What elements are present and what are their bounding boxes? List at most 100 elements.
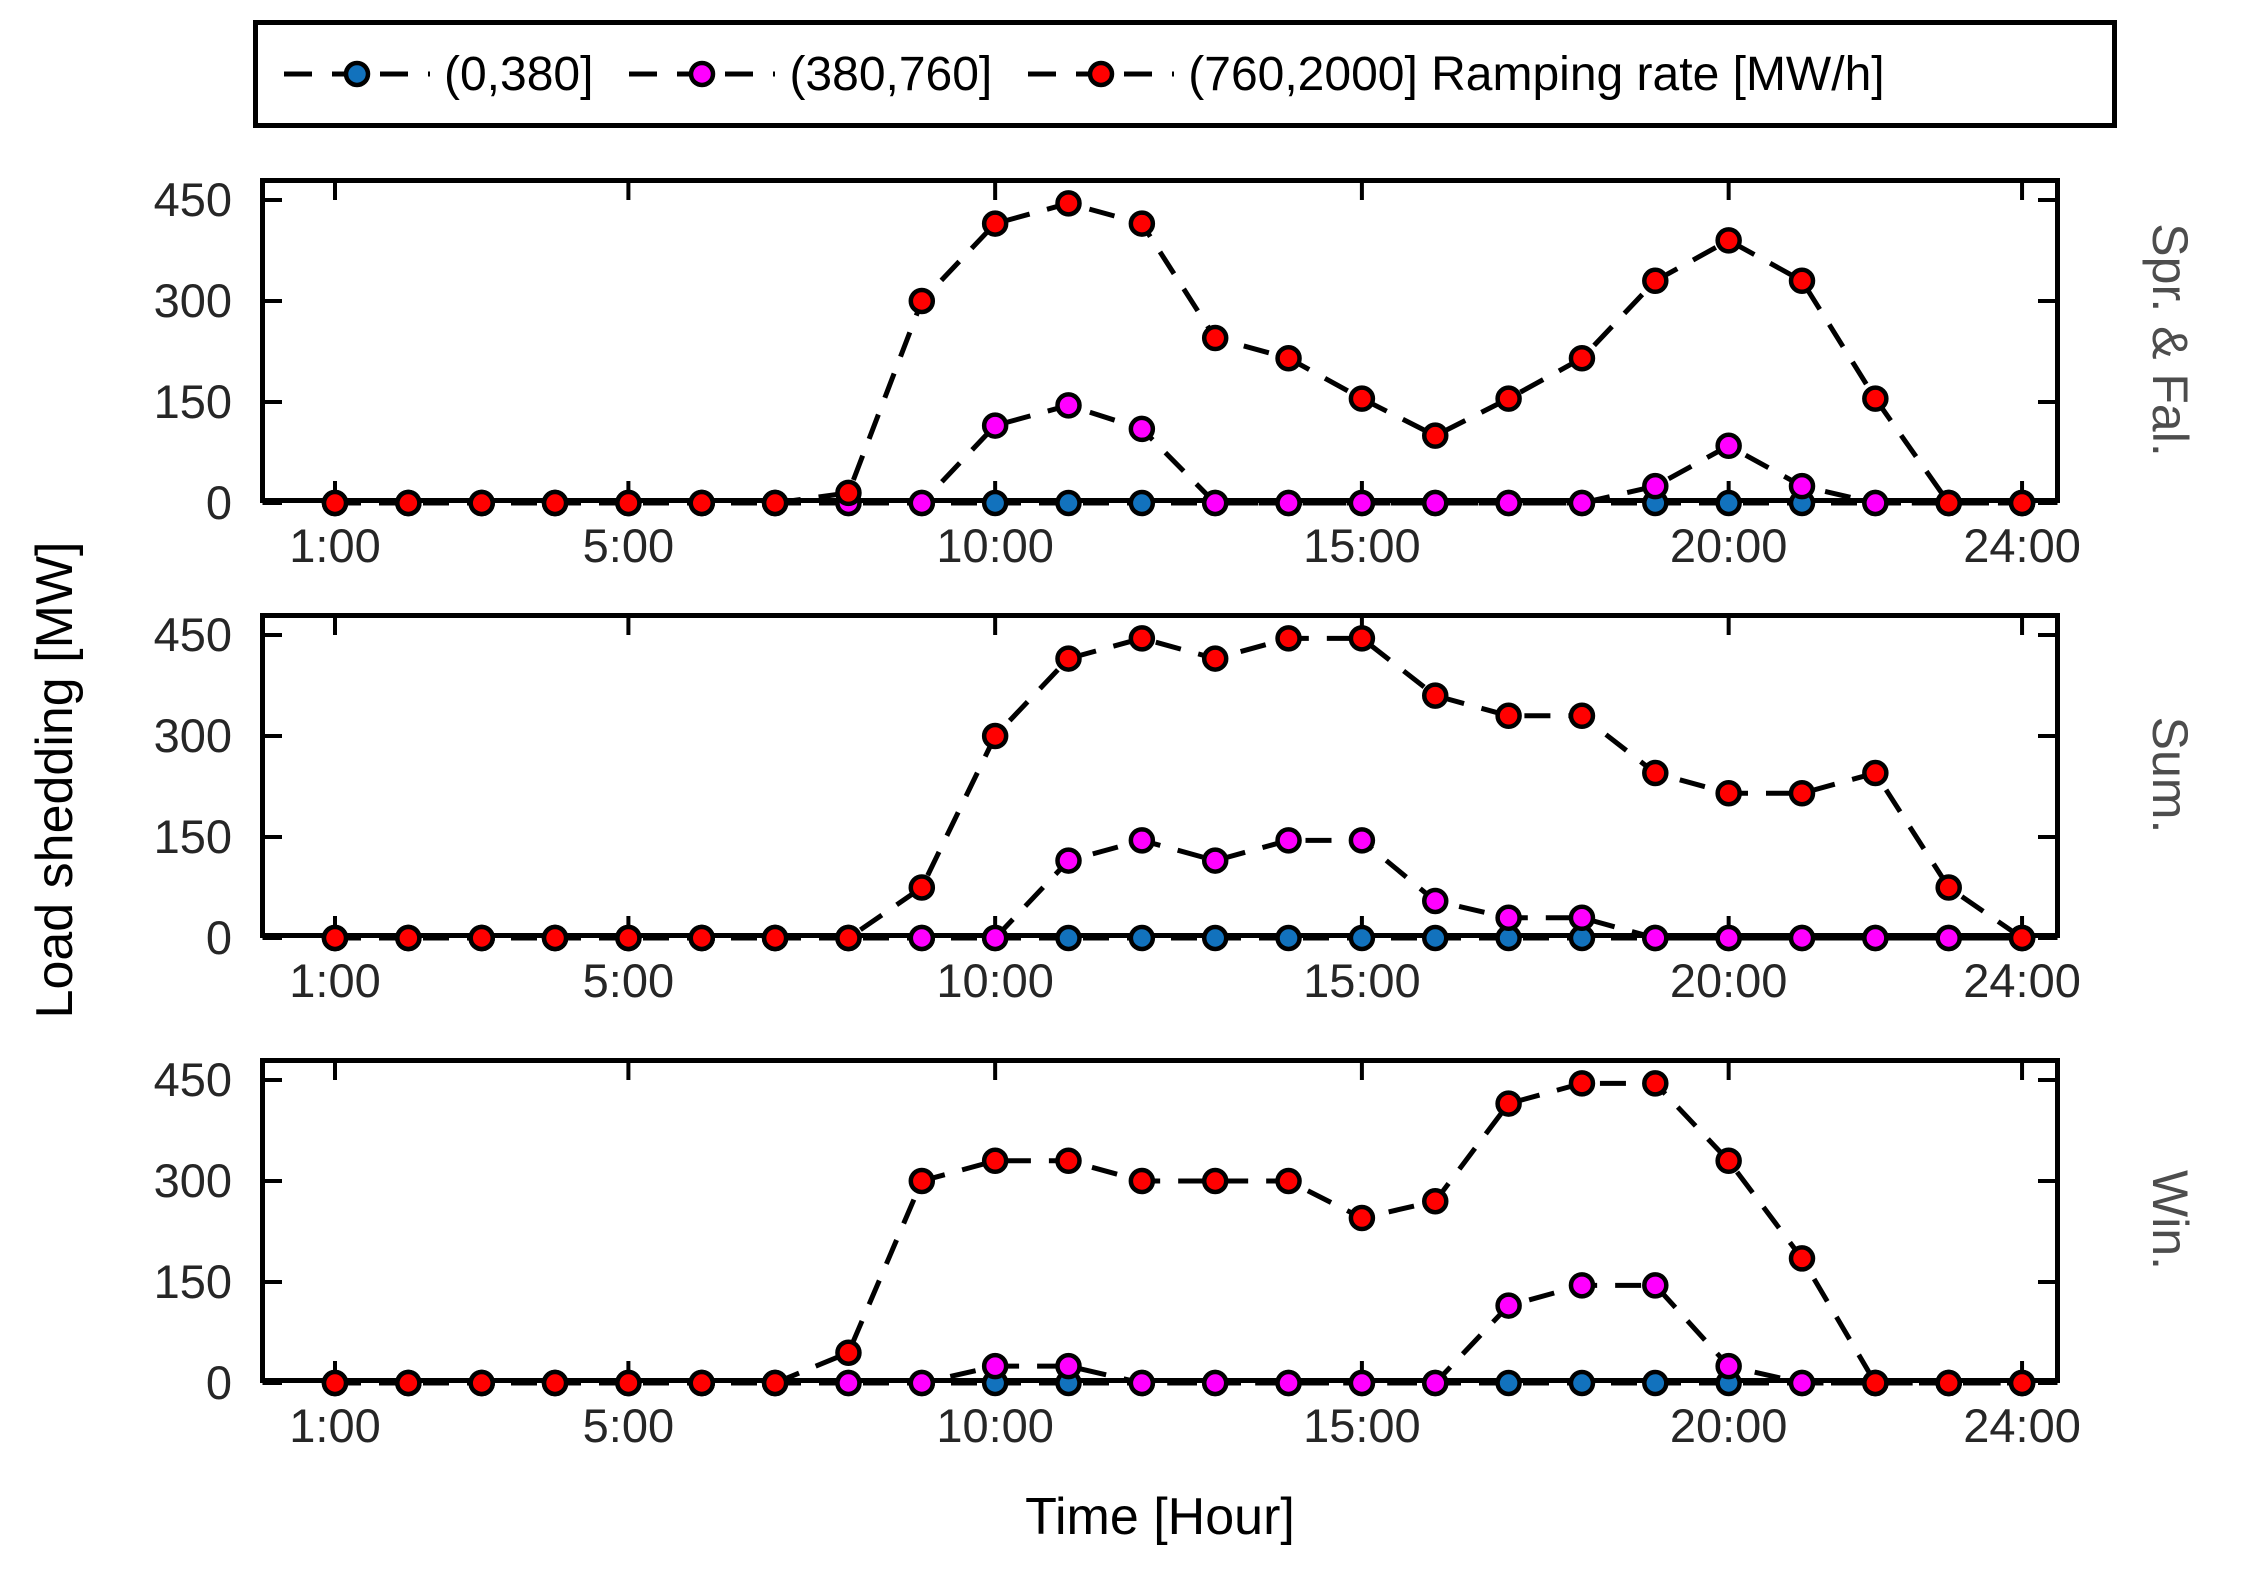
- data-point-marker: [1422, 1187, 1449, 1215]
- x-tick-label: 24:00: [1963, 1399, 2081, 1452]
- data-point-marker: [761, 489, 789, 517]
- data-point-marker: [321, 1369, 349, 1397]
- y-tick-label: 300: [153, 274, 232, 327]
- data-point-marker: [321, 489, 349, 517]
- data-point-marker: [981, 1352, 1009, 1380]
- data-point-marker: [2008, 1369, 2036, 1397]
- data-point-marker: [1275, 924, 1302, 952]
- plot-box: [260, 613, 2060, 938]
- x-tick-label: 15:00: [1303, 954, 1421, 1007]
- data-point-marker: [395, 1369, 422, 1397]
- data-point-marker: [1128, 1167, 1156, 1195]
- data-point-marker: [468, 489, 495, 517]
- data-point-marker: [1128, 1369, 1156, 1397]
- data-point-marker: [1935, 874, 1962, 901]
- legend-marker-icon: [343, 60, 371, 88]
- data-point-marker: [1642, 759, 1669, 787]
- data-point-marker: [1935, 924, 1962, 952]
- legend-item-2: (760,2000] Ramping rate [MW/h]: [1026, 47, 1885, 102]
- data-point-marker: [1422, 924, 1449, 952]
- data-point-marker: [1055, 190, 1082, 217]
- data-point-marker: [688, 489, 715, 517]
- subplot-sum: [260, 613, 2060, 952]
- legend-line-sample: [284, 60, 430, 88]
- data-point-marker: [1495, 1090, 1522, 1117]
- data-point-marker: [2008, 489, 2036, 517]
- data-point-marker: [1568, 904, 1596, 932]
- data-point-marker: [908, 1167, 936, 1195]
- data-point-marker: [835, 1369, 862, 1397]
- y-tick-label: 450: [153, 608, 232, 661]
- data-point-marker: [395, 489, 422, 517]
- data-point-marker: [835, 479, 862, 507]
- data-point-marker: [1642, 1272, 1669, 1299]
- plot-box: [260, 178, 2060, 503]
- data-point-marker: [1422, 682, 1449, 709]
- data-point-marker: [1862, 759, 1889, 787]
- data-point-marker: [981, 722, 1009, 750]
- data-point-marker: [908, 924, 936, 952]
- data-point-marker: [1055, 924, 1082, 952]
- x-tick-label: 20:00: [1669, 519, 1788, 572]
- data-point-marker: [321, 924, 349, 952]
- data-point-marker: [1348, 625, 1376, 652]
- data-point-marker: [1935, 1369, 1962, 1397]
- x-tick-label: 20:00: [1669, 1399, 1788, 1452]
- legend-label: (380,760]: [789, 47, 993, 101]
- series-line-2: [335, 1080, 2023, 1386]
- x-tick-label: 1:00: [289, 519, 381, 572]
- legend-line-sample: [1028, 60, 1175, 88]
- data-point-marker: [541, 1369, 569, 1397]
- data-point-marker: [1055, 645, 1082, 672]
- data-point-marker: [908, 287, 936, 315]
- data-point-marker: [1862, 385, 1889, 412]
- data-point-marker: [1201, 489, 1229, 517]
- data-point-marker: [1715, 227, 1742, 254]
- data-point-marker: [1422, 489, 1449, 517]
- series-line-2: [335, 635, 2024, 941]
- data-point-marker: [468, 924, 495, 952]
- y-tick-label: 0: [205, 1356, 232, 1409]
- x-tick-label: 5:00: [582, 1399, 675, 1452]
- data-point-marker: [1568, 489, 1596, 517]
- data-point-marker: [1348, 385, 1376, 412]
- data-point-marker: [395, 924, 422, 952]
- data-point-marker: [1201, 924, 1229, 952]
- data-point-marker: [1495, 1292, 1522, 1319]
- data-point-marker: [1128, 489, 1156, 517]
- subplot-title-win: Win.: [2142, 1170, 2198, 1270]
- data-point-marker: [1128, 415, 1156, 443]
- y-tick-label: 450: [153, 1053, 232, 1106]
- data-point-marker: [1348, 827, 1376, 854]
- y-tick-label: 150: [153, 810, 232, 863]
- data-point-marker: [1642, 1369, 1669, 1397]
- data-point-marker: [1788, 267, 1816, 295]
- data-point-marker: [981, 489, 1009, 517]
- legend-label: (760,2000] Ramping rate [MW/h]: [1188, 47, 1885, 101]
- legend-marker-icon: [1088, 60, 1115, 88]
- x-tick-label: 24:00: [1963, 954, 2081, 1007]
- data-point-marker: [1935, 489, 1962, 517]
- data-point-marker: [1128, 625, 1156, 652]
- data-point-marker: [1128, 210, 1156, 237]
- data-point-marker: [908, 489, 936, 517]
- x-tick-label: 5:00: [582, 954, 675, 1007]
- y-tick-label: 150: [153, 1255, 232, 1308]
- data-point-marker: [1568, 1369, 1596, 1397]
- data-point-marker: [761, 1369, 789, 1397]
- data-point-marker: [1275, 625, 1302, 652]
- data-point-marker: [1055, 847, 1082, 874]
- subplot-spr-fal: [260, 178, 2060, 517]
- data-point-marker: [468, 1369, 495, 1397]
- data-point-marker: [908, 1369, 936, 1397]
- data-point-marker: [1788, 1245, 1816, 1272]
- data-point-marker: [1715, 1352, 1742, 1380]
- y-tick-label: 0: [205, 911, 232, 964]
- data-point-marker: [1055, 1147, 1082, 1175]
- legend-item-0: (0,380]: [282, 47, 593, 102]
- data-point-marker: [1495, 489, 1522, 517]
- x-tick-label: 1:00: [289, 1399, 381, 1452]
- data-point-marker: [541, 489, 569, 517]
- data-point-marker: [1275, 1167, 1302, 1195]
- data-point-marker: [1788, 472, 1816, 500]
